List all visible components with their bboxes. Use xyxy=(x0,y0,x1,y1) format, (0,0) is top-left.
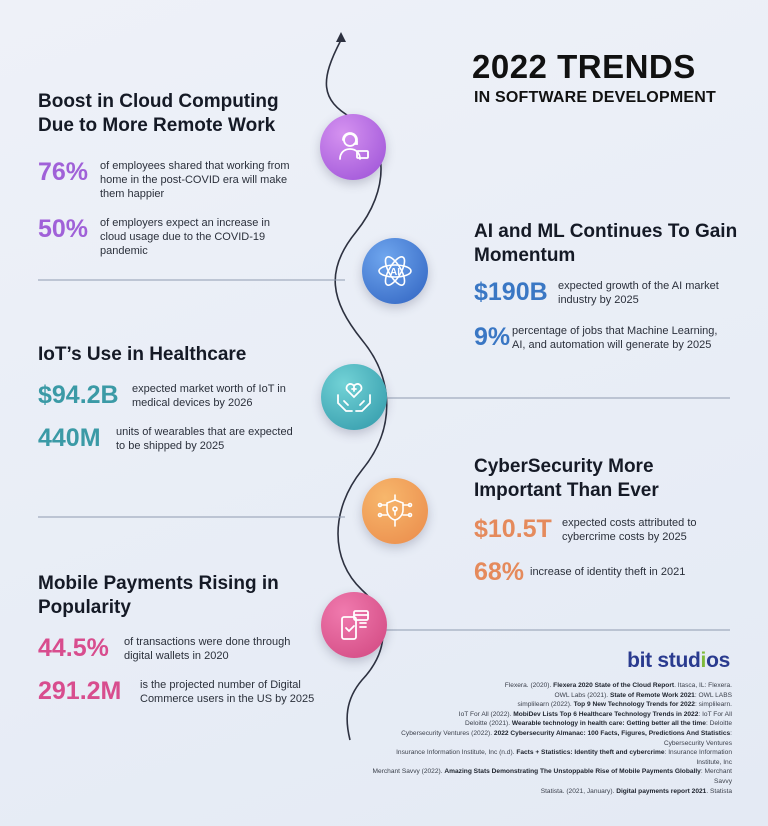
stat-value: 44.5% xyxy=(38,634,109,662)
stat-text: expected market worth of IoT in medical … xyxy=(132,383,286,409)
stat-value: $190B xyxy=(474,278,548,306)
stat-text: of employees shared that working from ho… xyxy=(100,160,290,200)
svg-text:AI: AI xyxy=(390,267,400,278)
hands-heart-icon xyxy=(321,364,387,430)
section-iot: IoT’s Use in Healthcare $94.2B expected … xyxy=(38,343,328,453)
stat-item: $190B expected growth of the AI market i… xyxy=(474,278,744,307)
company-logo: bit studios xyxy=(627,649,730,672)
stat-value: 9% xyxy=(474,323,511,351)
stat-item: $10.5T expected costs attributed to cybe… xyxy=(474,515,744,544)
reference-item: OWL Labs (2021). State of Remote Work 20… xyxy=(554,691,732,699)
section-heading: AI and ML Continues To Gain Momentum xyxy=(474,221,738,266)
section-cyber: CyberSecurity More Important Than Ever $… xyxy=(474,455,744,586)
reference-item: Statista. (2021, January). Digital payme… xyxy=(540,787,732,795)
reference-item: Merchant Savvy (2022). Amazing Stats Dem… xyxy=(372,768,732,785)
stat-value: $94.2B xyxy=(38,381,119,409)
stat-item: 76% of employees shared that working fro… xyxy=(38,158,308,201)
stat-value: 291.2M xyxy=(38,677,122,705)
shield-circuit-icon xyxy=(362,478,428,544)
reference-item: Insurance Information Institute, Inc (n.… xyxy=(396,749,732,766)
section-ai: AI and ML Continues To Gain Momentum $19… xyxy=(474,220,744,352)
reference-item: simplilearn (2022). Top 9 New Technology… xyxy=(517,701,733,709)
stat-text: increase of identity theft in 2021 xyxy=(530,566,686,578)
section-heading: IoT’s Use in Healthcare xyxy=(38,344,247,365)
section-heading: Mobile Payments Rising in Popularity xyxy=(38,573,279,618)
reference-item: Deloitte (2021). Wearable technology in … xyxy=(464,720,732,728)
arrow-head-icon xyxy=(336,32,346,42)
reference-item: IoT For All (2022). MobiDev Lists Top 6 … xyxy=(458,710,732,718)
stat-text: units of wearables that are expected to … xyxy=(116,426,293,452)
references-list: Flexera. (2020). Flexera 2020 State of t… xyxy=(372,681,732,796)
section-heading: Boost in Cloud Computing Due to More Rem… xyxy=(38,91,279,136)
stat-item: $94.2B expected market worth of IoT in m… xyxy=(38,381,328,410)
stat-text: is the projected number of Digital Comme… xyxy=(140,679,315,705)
stat-value: 76% xyxy=(38,158,89,186)
page-title: 2022 TRENDS xyxy=(472,48,696,85)
stat-item: 44.5% of transactions were done through … xyxy=(38,634,338,663)
stat-text: of transactions were done through digita… xyxy=(124,636,291,662)
stat-value: 68% xyxy=(474,558,525,586)
ai-atom-icon: AI xyxy=(362,238,428,304)
stat-item: 68% increase of identity theft in 2021 xyxy=(474,558,744,586)
stat-item: 9% percentage of jobs that Machine Learn… xyxy=(474,323,744,352)
reference-item: Cybersecurity Ventures (2022). 2022 Cybe… xyxy=(401,729,732,747)
stat-item: 440M units of wearables that are expecte… xyxy=(38,424,328,453)
stat-item: 291.2M is the projected number of Digita… xyxy=(38,677,338,706)
stat-value: 440M xyxy=(38,424,101,452)
stat-value: 50% xyxy=(38,215,89,243)
page-subtitle: IN SOFTWARE DEVELOPMENT xyxy=(474,89,716,106)
stat-value: $10.5T xyxy=(474,515,552,543)
remote-worker-icon xyxy=(320,114,386,180)
stat-text: of employers expect an increase in cloud… xyxy=(100,217,270,257)
phone-payment-icon xyxy=(321,592,387,658)
section-heading: CyberSecurity More Important Than Ever xyxy=(474,456,659,501)
section-mobile: Mobile Payments Rising in Popularity 44.… xyxy=(38,572,338,706)
reference-item: Flexera. (2020). Flexera 2020 State of t… xyxy=(504,682,732,689)
stat-item: 50% of employers expect an increase in c… xyxy=(38,215,308,258)
stat-text: expected costs attributed to cybercrime … xyxy=(562,517,697,543)
stat-text: expected growth of the AI market industr… xyxy=(558,280,719,306)
section-cloud: Boost in Cloud Computing Due to More Rem… xyxy=(38,90,308,258)
stat-text: percentage of jobs that Machine Learning… xyxy=(512,325,718,351)
